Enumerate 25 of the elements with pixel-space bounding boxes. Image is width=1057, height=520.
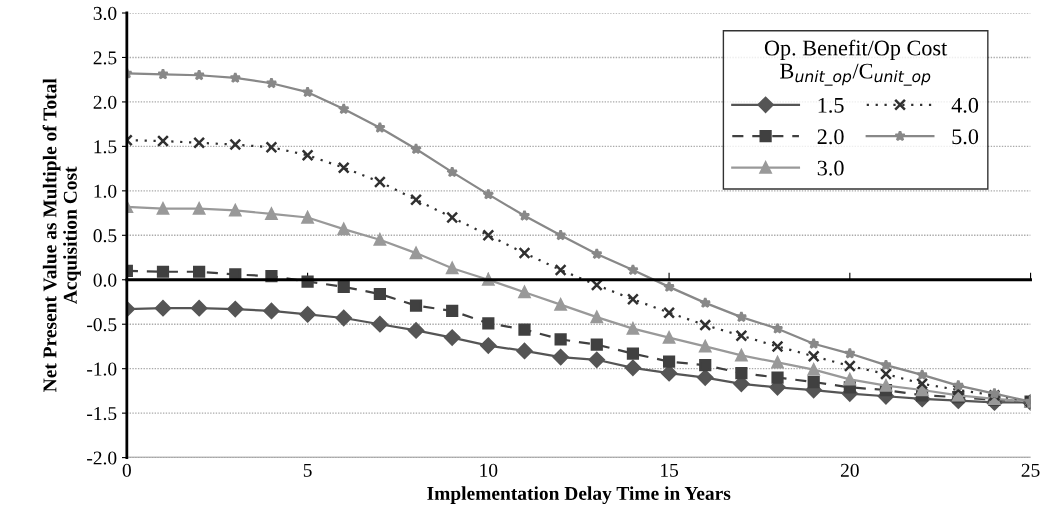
y-tick-label: 2.0: [93, 95, 117, 109]
x-tick-label: 20: [840, 463, 859, 477]
legend-label: 2.0: [817, 129, 844, 145]
legend-label: 3.0: [817, 160, 844, 176]
y-tick-label: 3.0: [93, 6, 117, 21]
legend-label: 1.5: [818, 97, 844, 113]
y-tick-label: 1.5: [94, 140, 117, 154]
y-tick-label: -2.0: [87, 451, 117, 465]
x-tick-label: 15: [661, 463, 679, 477]
y-axis-title: Net Present Value as Multiple of Total Acquisition Cost: [42, 78, 81, 392]
y-tick-label: -1.0: [87, 362, 117, 376]
y-tick-label: 0.5: [93, 229, 117, 243]
legend-label: 5.0: [952, 129, 979, 145]
y-tick-label: 1.0: [94, 184, 117, 198]
x-axis-title: Implementation Delay Time in Years: [427, 486, 731, 505]
x-tick-label: 10: [480, 463, 498, 477]
y-tick-label: 0.0: [93, 273, 117, 287]
y-tick-label: 2.5: [93, 51, 117, 65]
y-tick-label: -0.5: [87, 318, 117, 332]
legend-label: 4.0: [951, 97, 979, 113]
legend-title: Op. Benefit/Op Cost B$_{unit_op}$/C$_{unit_op}$: [764, 39, 948, 86]
x-tick-label: 5: [303, 463, 312, 477]
x-tick-label: 25: [1021, 463, 1040, 477]
x-tick-label: 0: [122, 463, 131, 477]
y-tick-label: -1.5: [87, 407, 117, 421]
